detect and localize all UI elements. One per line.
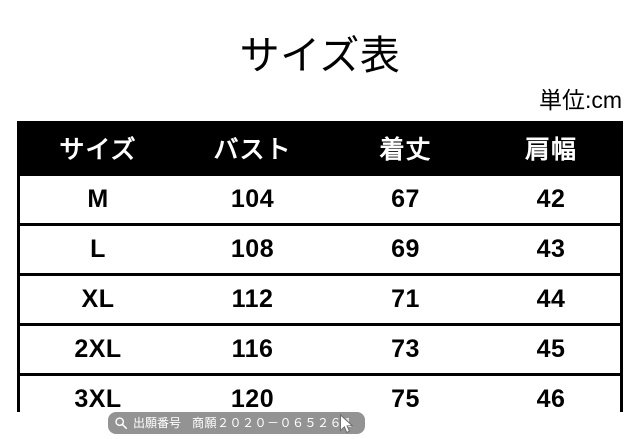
- cell-bust: 108: [176, 223, 329, 275]
- table-body: M 104 67 42 L 108 69 43 XL 112 71 44: [20, 176, 620, 423]
- table-header-row: サイズ バスト 着丈 肩幅: [20, 124, 620, 176]
- page-title: サイズ表: [239, 34, 401, 78]
- column-header-length: 着丈: [329, 124, 482, 176]
- cell-length: 73: [329, 323, 482, 375]
- cell-size: 2XL: [20, 323, 176, 375]
- size-table: サイズ バスト 着丈 肩幅 M 104 67 42 L 108 69 43: [20, 124, 620, 423]
- size-table-container: サイズ バスト 着丈 肩幅 M 104 67 42 L 108 69 43: [17, 121, 623, 423]
- watermark-badge: 出願番号 商願２０２０－０６５２６１: [108, 412, 365, 434]
- column-header-size: サイズ: [20, 124, 176, 176]
- table-row: XL 112 71 44: [20, 273, 620, 325]
- cell-shoulder: 44: [482, 273, 620, 325]
- cell-bust: 112: [176, 273, 329, 325]
- cell-shoulder: 45: [482, 323, 620, 375]
- column-header-bust: バスト: [176, 124, 329, 176]
- cell-length: 67: [329, 176, 482, 225]
- magnifier-icon: [114, 416, 128, 430]
- unit-note: 単位:cm: [538, 87, 622, 113]
- cell-length: 71: [329, 273, 482, 325]
- cell-bust: 104: [176, 176, 329, 225]
- table-row: M 104 67 42: [20, 176, 620, 225]
- watermark-label: 出願番号: [133, 416, 182, 430]
- table-row: 2XL 116 73 45: [20, 323, 620, 375]
- cell-length: 69: [329, 223, 482, 275]
- cell-bust: 116: [176, 323, 329, 375]
- table-row: L 108 69 43: [20, 223, 620, 275]
- cell-shoulder: 42: [482, 176, 620, 225]
- watermark-number: 商願２０２０－０６５２６１: [192, 416, 355, 430]
- cell-size: XL: [20, 273, 176, 325]
- table-header: サイズ バスト 着丈 肩幅: [20, 124, 620, 176]
- column-header-shoulder: 肩幅: [482, 124, 620, 176]
- cell-size: L: [20, 223, 176, 275]
- cell-shoulder: 43: [482, 223, 620, 275]
- cell-size: M: [20, 176, 176, 225]
- cell-shoulder: 46: [482, 373, 620, 423]
